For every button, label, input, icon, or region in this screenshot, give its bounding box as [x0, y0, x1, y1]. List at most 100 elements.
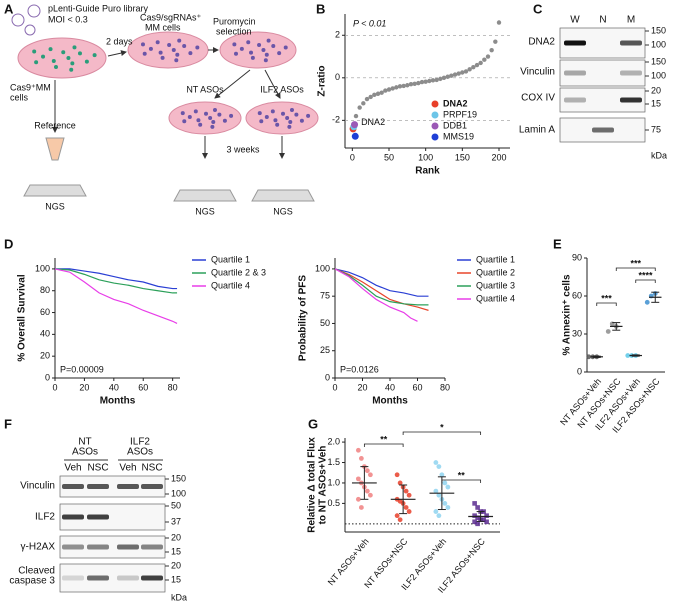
marker-label: 37: [171, 516, 181, 526]
dish: [127, 31, 209, 69]
significance-bracket: [363, 443, 404, 447]
band: [62, 544, 84, 550]
x-tick-label: 40: [109, 382, 119, 392]
y-tick-label: 0: [45, 372, 50, 382]
schematic-text: NT ASOs: [186, 84, 224, 94]
lane-label: M: [627, 15, 635, 26]
annotation: DNA2: [361, 117, 385, 127]
point: [496, 20, 502, 25]
cell-dot: [299, 118, 304, 123]
marker-label: 100: [651, 70, 666, 80]
marker-label: 75: [651, 124, 661, 134]
group-label: ASOs: [72, 447, 98, 458]
legend-label: Quartile 1: [211, 254, 250, 264]
point: [438, 76, 443, 82]
schematic-text: Cas9⁺MM: [10, 82, 51, 92]
ngs-rack: [23, 184, 87, 197]
arrow: [107, 50, 127, 57]
cell-dot: [217, 112, 222, 117]
survival-line: [334, 268, 429, 306]
y-tick-label: 60: [40, 307, 50, 317]
x-tick-label: 0: [52, 382, 57, 392]
cell-dot: [167, 42, 172, 47]
blot-box: [59, 475, 166, 498]
legend-label: MMS19: [443, 131, 474, 141]
data-point: [364, 468, 370, 474]
cell-dot: [281, 111, 286, 116]
legend-label: Quartile 4: [211, 280, 250, 290]
point: [489, 47, 494, 53]
y-tick-label: 1.0: [327, 477, 340, 487]
schematic-text: 3 weeks: [226, 144, 260, 154]
point: [445, 74, 450, 79]
point: [401, 83, 406, 89]
cell-dot: [142, 51, 147, 56]
data-point: [644, 299, 650, 305]
data-point: [442, 480, 448, 486]
cell-dot: [69, 67, 74, 72]
y-tick-label: 25: [320, 345, 330, 355]
y-tick-label: 80: [40, 285, 50, 295]
point: [390, 86, 395, 91]
panel-letter: C: [533, 1, 543, 16]
y-tick-label: 20: [40, 351, 50, 361]
y-tick-label: 0.5: [327, 498, 340, 508]
data-point: [397, 480, 403, 486]
cell-dot: [271, 43, 276, 48]
schematic-text: cells: [10, 92, 29, 102]
legend-label: Quartile 2 & 3: [211, 267, 266, 277]
arrow: [264, 69, 281, 99]
legend-swatch: [431, 100, 439, 108]
significance-bracket: [596, 302, 617, 306]
cell-dot: [182, 119, 187, 124]
data-point: [403, 505, 409, 510]
significance-label: *: [440, 422, 444, 432]
cell-dot: [246, 40, 251, 45]
dish: [219, 31, 297, 69]
significance-label: **: [380, 434, 388, 444]
schematic-text: Cas9/sgRNAs⁺: [140, 12, 202, 22]
cell-dot: [277, 51, 282, 56]
x-tick-label: 60: [138, 382, 148, 392]
cell-dot: [188, 51, 193, 56]
data-point: [394, 472, 400, 478]
x-tick-label: 80: [440, 382, 450, 392]
cell-dot: [294, 112, 299, 117]
significance-bracket: [441, 479, 482, 483]
legend-label: DNA2: [443, 98, 468, 108]
cell-dot: [174, 58, 179, 63]
significance-label: ***: [630, 258, 641, 268]
panel-letter: F: [4, 416, 12, 431]
point: [471, 64, 476, 70]
virus-icon: [11, 13, 25, 27]
schematic-text: NGS: [273, 206, 293, 216]
band: [564, 40, 586, 46]
y-axis-label: Probability of PFS: [298, 275, 309, 361]
row-label: ILF2: [35, 512, 55, 523]
ngs-rack: [251, 189, 315, 202]
cell-dot: [264, 114, 269, 119]
cell-dot: [70, 61, 75, 66]
cell-dot: [257, 111, 262, 116]
cell-dot: [289, 107, 294, 112]
cell-dot: [210, 124, 215, 129]
cell-dot: [250, 55, 255, 60]
legend-label: Quartile 1: [476, 254, 515, 264]
survival-line: [334, 268, 429, 311]
row-label: γ-H2AX: [21, 542, 56, 553]
cell-dot: [140, 42, 145, 47]
point: [452, 72, 458, 77]
band: [620, 97, 642, 103]
data-point: [484, 513, 489, 518]
survival-line: [55, 268, 178, 290]
point: [353, 113, 359, 119]
point: [379, 90, 384, 95]
tube: [45, 137, 65, 161]
cell-dot: [148, 46, 153, 51]
data-point: [472, 513, 477, 518]
data-point: [436, 513, 442, 519]
data-point: [358, 505, 364, 510]
y-tick-label: 50: [320, 318, 330, 328]
